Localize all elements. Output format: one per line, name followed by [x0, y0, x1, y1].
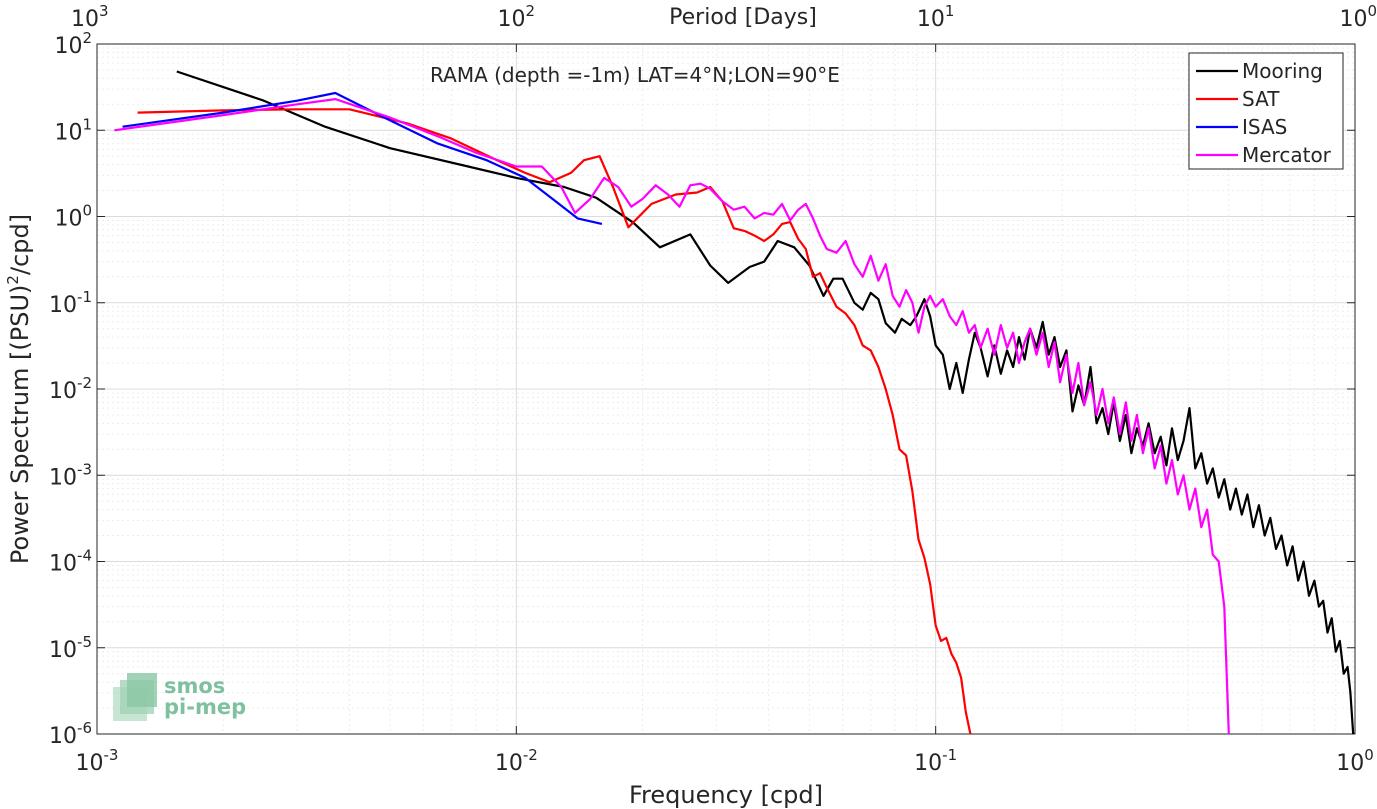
legend-box	[1188, 52, 1344, 170]
legend-label-mercator: Mercator	[1242, 143, 1332, 167]
x-tick-label: 100	[1336, 746, 1374, 776]
legend: Mooring SAT ISAS Mercator	[1188, 52, 1344, 170]
y-tick-label: 10-6	[49, 719, 92, 749]
y-tick-label: 10-2	[49, 374, 92, 404]
y-tick-label: 100	[54, 202, 92, 232]
series-line-mercator	[114, 97, 1230, 735]
x-tick-label: 10-2	[495, 746, 538, 776]
logo-mark-3	[127, 673, 157, 707]
y-tick-label: 10-4	[49, 547, 92, 577]
y-axis-title: Power Spectrum [(PSU)2/cpd]	[4, 214, 34, 564]
x2-tick-label: 102	[498, 2, 536, 32]
series-line-sat	[137, 108, 972, 735]
legend-label-sat: SAT	[1242, 87, 1280, 111]
series-line-isas	[122, 91, 603, 225]
x-tick-label: 10-1	[914, 746, 957, 776]
series-line-mooring	[176, 70, 1355, 735]
series-lines	[114, 70, 1355, 735]
y-tick-label: 101	[54, 115, 92, 145]
y-tick-label: 10-3	[49, 460, 92, 490]
x-tick-label: 10-3	[76, 746, 119, 776]
y-axis-title-sup: 2	[4, 275, 22, 285]
y-tick-label: 102	[54, 29, 92, 59]
x2-tick-label: 103	[71, 2, 109, 32]
logo-text-smos: smos	[164, 674, 225, 698]
x2-tick-label: 100	[1339, 2, 1377, 32]
y-tick-label: 10-1	[49, 288, 92, 318]
chart-annotation: RAMA (depth =-1m) LAT=4°N;LON=90°E	[430, 63, 840, 87]
x2-axis-title: Period [Days]	[669, 5, 817, 30]
x2-tick-label: 101	[917, 2, 955, 32]
y-axis-title-main: Power Spectrum [(PSU)	[6, 285, 34, 564]
smos-pi-mep-logo: smos pi-mep	[113, 673, 246, 721]
y-tick-label: 10-5	[49, 633, 92, 663]
logo-text-pimep: pi-mep	[164, 695, 246, 719]
legend-label-isas: ISAS	[1242, 115, 1287, 139]
x-axis-title: Frequency [cpd]	[629, 781, 823, 809]
grid	[96, 44, 1355, 735]
legend-label-mooring: Mooring	[1242, 59, 1323, 83]
y-axis-title-suffix: /cpd]	[6, 214, 34, 275]
